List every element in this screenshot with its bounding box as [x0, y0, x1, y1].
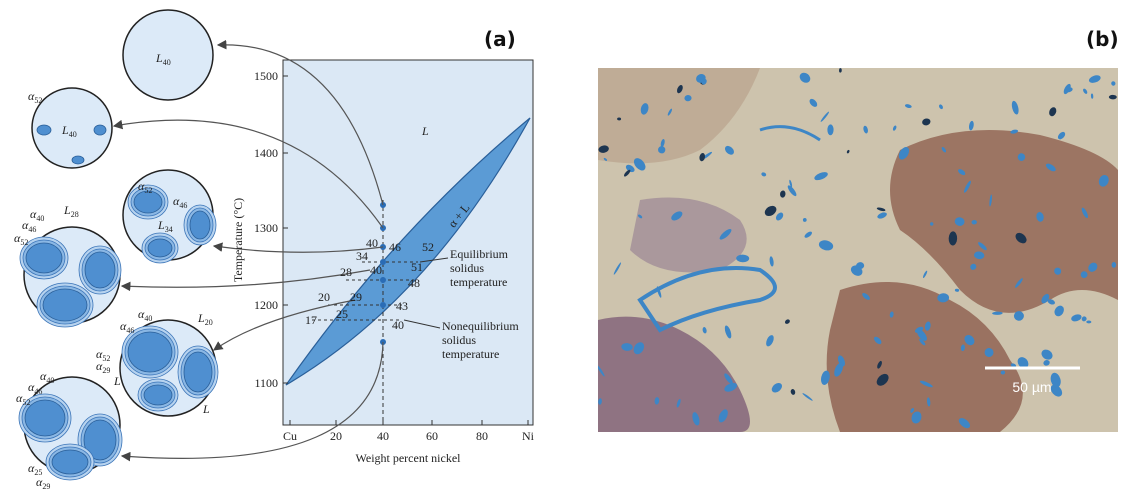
- y-tick-label: 1200: [254, 298, 278, 312]
- phase-subscript: 29: [42, 482, 50, 490]
- x-tick-label: 60: [426, 429, 438, 443]
- phase-subscript: 34: [165, 225, 173, 234]
- phase-subscript: 52: [102, 354, 110, 363]
- grain-core: [52, 450, 88, 474]
- composition-label: 20: [318, 290, 330, 304]
- phase-label: α29: [36, 475, 50, 490]
- phase-subscript: 52: [144, 186, 152, 195]
- microstructures: L40α52L40α52α46L34α40α46α52L28α40α46α52α…: [14, 10, 218, 490]
- microstructure-circle: [123, 10, 213, 100]
- phase-subscript: 40: [69, 130, 77, 139]
- phase-subscript: 46: [126, 326, 134, 335]
- grain-core: [37, 125, 51, 135]
- phase-label: α46: [120, 319, 134, 335]
- y-tick-label: 1100: [254, 376, 278, 390]
- phase-subscript: 28: [71, 210, 79, 219]
- grain-core: [43, 289, 87, 321]
- composition-label: 51: [411, 260, 423, 274]
- composition-label: 43: [396, 299, 408, 313]
- y-tick-label: 1400: [254, 146, 278, 160]
- phase-symbol: L: [202, 402, 210, 416]
- grain-core: [85, 252, 115, 288]
- grain-core: [128, 332, 172, 372]
- phase-label: α40: [40, 369, 54, 385]
- composition-label: 40: [366, 236, 378, 250]
- note: temperature: [450, 275, 507, 289]
- phase-subscript: 52: [20, 238, 28, 247]
- y-axis-label: Temperature (°C): [231, 198, 245, 282]
- grain-core: [25, 400, 65, 436]
- phase-label: α40: [30, 207, 44, 223]
- composition-label: 48: [408, 276, 420, 290]
- phase-subscript: 40: [163, 58, 171, 67]
- composition-label: 29: [350, 290, 362, 304]
- note: Equilibrium: [450, 247, 509, 261]
- phase-label: α52: [14, 231, 28, 247]
- composition-label: 46: [389, 240, 401, 254]
- note: solidus: [442, 333, 476, 347]
- composition-label: 40: [392, 318, 404, 332]
- x-tick-label: Ni: [522, 429, 535, 443]
- grain-core: [144, 385, 172, 405]
- grain-core: [184, 352, 212, 392]
- grain-core: [72, 156, 84, 164]
- composition-label: 28: [340, 265, 352, 279]
- phase-label: L20: [197, 311, 213, 327]
- phase-subscript: 46: [34, 387, 42, 396]
- phase-label: α52: [28, 89, 42, 105]
- phase-symbol: L: [113, 374, 121, 388]
- micrograph: [596, 68, 1118, 432]
- phase-subscript: 52: [34, 96, 42, 105]
- page: Phase diagram and micrograph {"panel_a":…: [0, 0, 1128, 490]
- phase-subscript: 40: [36, 214, 44, 223]
- figure: (a) (b) L40α52L40α52α46L34α40α46α52L28α4…: [0, 0, 1128, 490]
- composition-label: 17: [305, 313, 317, 327]
- composition-label: 34: [356, 249, 368, 263]
- phase-subscript: 52: [22, 398, 30, 407]
- y-tick-label: 1300: [254, 221, 278, 235]
- panel-label: (a): [484, 27, 516, 51]
- panel-label: (b): [1086, 27, 1119, 51]
- x-tick-label: Cu: [283, 429, 297, 443]
- x-tick-label: 40: [377, 429, 389, 443]
- note: solidus: [450, 261, 484, 275]
- phase-subscript: 29: [102, 366, 110, 375]
- phase-label: L28: [63, 203, 79, 219]
- x-tick-label: 20: [330, 429, 342, 443]
- x-tick-label: 80: [476, 429, 488, 443]
- grain-core: [26, 243, 62, 273]
- composition-label: 25: [336, 307, 348, 321]
- grain-core: [190, 211, 210, 239]
- phase-subscript: 46: [179, 201, 187, 210]
- phase-subscript: 40: [144, 314, 152, 323]
- phase-label: L: [113, 374, 121, 388]
- region-label: L: [421, 124, 429, 138]
- phase-subscript: 20: [205, 318, 213, 327]
- y-tick-label: 1500: [254, 69, 278, 83]
- phase-label: L: [202, 402, 210, 416]
- scale-bar-label: 50 µm: [1012, 379, 1051, 395]
- body: (a) (b) L40α52L40α52α46L34α40α46α52L28α4…: [0, 0, 1128, 490]
- x-axis-label: Weight percent nickel: [356, 451, 462, 465]
- phase-subscript: 46: [28, 225, 36, 234]
- note: Nonequilibrium: [442, 319, 519, 333]
- composition-label: 52: [422, 240, 434, 254]
- grain-core: [148, 239, 172, 257]
- note: temperature: [442, 347, 499, 361]
- phase-subscript: 40: [46, 376, 54, 385]
- composition-label: 40: [370, 263, 382, 277]
- grain-core: [94, 125, 106, 135]
- phase-label: α40: [138, 307, 152, 323]
